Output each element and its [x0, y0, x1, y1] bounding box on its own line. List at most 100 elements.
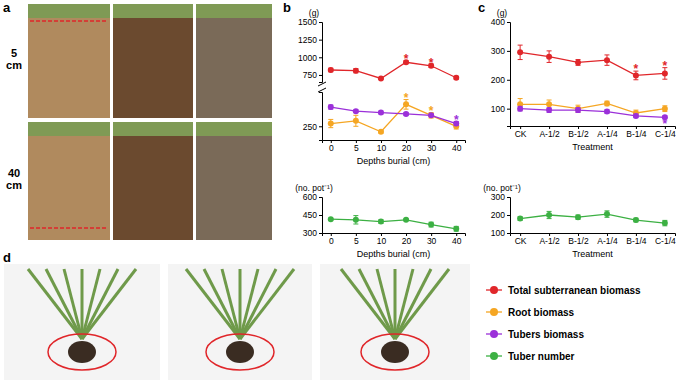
error-bar — [576, 215, 581, 219]
x-tick-label: 20 — [402, 143, 412, 153]
photo-tuber — [381, 341, 409, 363]
error-bar-cap — [353, 115, 358, 116]
data-point — [517, 106, 523, 112]
data-point — [353, 217, 359, 223]
x-tick: B-1/4 — [626, 126, 647, 139]
panel-label: b — [283, 0, 291, 15]
legend-marker — [490, 308, 498, 316]
y-axis-line — [319, 93, 323, 141]
photo-leaf — [81, 269, 84, 339]
data-point — [546, 101, 552, 107]
photo-leaf — [46, 269, 82, 339]
x-tick-label: 5 — [354, 143, 359, 153]
x-tick-label: B-1/2 — [568, 129, 589, 139]
y-tick: 300 — [491, 192, 510, 202]
error-bar — [454, 226, 459, 231]
y-axis: 300450600 — [303, 192, 323, 238]
figure: 5cm40cmabcd750100012501500(g)**250051020… — [0, 0, 685, 382]
y-tick: 100 — [491, 104, 510, 114]
chart: 750100012501500(g)** — [298, 8, 459, 83]
legend-label: Root biomass — [508, 307, 575, 318]
series-line — [331, 219, 456, 229]
photo-leaf — [240, 269, 294, 339]
row-label: 40cm — [6, 167, 22, 191]
plot-area — [517, 211, 668, 226]
x-tick: 10 — [377, 233, 387, 246]
y-axis-line — [319, 23, 323, 83]
significance-mark: * — [404, 91, 409, 105]
data-point — [453, 226, 459, 232]
x-tick: A-1/4 — [597, 126, 618, 139]
legend-label: Total subterranean biomass — [508, 285, 641, 296]
y-axis-title: (g) — [497, 8, 508, 18]
photo — [28, 4, 110, 118]
error-bar — [576, 108, 581, 113]
data-point — [328, 104, 334, 110]
error-bar-cap — [353, 126, 358, 127]
photo-leaf — [240, 269, 276, 339]
burial-depth-line — [30, 227, 108, 229]
x-tick: 5 — [354, 233, 359, 246]
y-tick: 1500 — [298, 17, 322, 27]
y-axis-line — [319, 198, 323, 234]
x-tick: C-1/4 — [655, 233, 676, 246]
x-tick-label: A-1/2 — [539, 129, 560, 139]
photo-background — [4, 264, 160, 380]
error-bar — [547, 211, 552, 218]
x-tick-label: CK — [515, 129, 527, 139]
y-tick-label: 1250 — [298, 35, 317, 45]
x-tick: B-1/4 — [626, 233, 647, 246]
legend-marker — [490, 330, 498, 338]
error-bar-cap — [547, 211, 552, 212]
error-bar-cap — [328, 119, 333, 120]
y-axis-title: (g) — [309, 8, 320, 18]
x-tick-label: 10 — [377, 143, 387, 153]
photo-leaf — [28, 269, 82, 339]
y-tick-label: 200 — [491, 75, 505, 85]
error-bar — [353, 216, 358, 224]
error-bar — [604, 211, 609, 217]
photo-leaf — [204, 269, 240, 339]
photo-grass — [113, 122, 193, 136]
data-point — [453, 75, 459, 81]
data-point — [378, 110, 384, 116]
data-point — [604, 57, 610, 63]
y-tick: 750 — [303, 70, 322, 80]
data-point — [353, 118, 359, 124]
x-tick: 40 — [452, 140, 462, 153]
data-point — [546, 212, 552, 218]
panel-label: c — [478, 0, 485, 15]
photo-leaf — [395, 269, 431, 339]
x-tick-label: 0 — [329, 143, 334, 153]
x-tick-label: B-1/2 — [568, 236, 589, 246]
y-tick-mark — [507, 197, 510, 198]
axis-break — [318, 82, 326, 92]
data-point — [378, 129, 384, 135]
series — [517, 99, 668, 116]
photo-leaf — [222, 269, 240, 339]
tuber-highlight — [361, 334, 429, 370]
x-tick: 20 — [402, 140, 412, 153]
data-point — [546, 107, 552, 113]
plot-area — [517, 45, 668, 120]
x-tick: A-1/2 — [539, 126, 560, 139]
y-tick-mark — [507, 51, 510, 52]
y-tick-label: 450 — [303, 210, 317, 220]
data-point — [353, 108, 359, 114]
data-point — [353, 68, 359, 74]
data-point — [428, 222, 434, 228]
error-bar — [518, 45, 523, 59]
y-tick-mark — [507, 109, 510, 110]
y-tick-label: 100 — [491, 228, 505, 238]
x-axis-title: Depths burial (cm) — [357, 249, 431, 259]
error-bar-cap — [518, 59, 523, 60]
y-tick-label: 300 — [491, 192, 505, 202]
significance-mark: * — [454, 113, 459, 127]
y-tick-mark — [319, 22, 322, 23]
photo-background — [196, 122, 272, 240]
photo-background — [320, 264, 470, 380]
error-bar-cap — [604, 54, 609, 55]
x-tick-label: 40 — [452, 236, 462, 246]
data-point — [517, 49, 523, 55]
y-tick-label: 750 — [303, 70, 317, 80]
